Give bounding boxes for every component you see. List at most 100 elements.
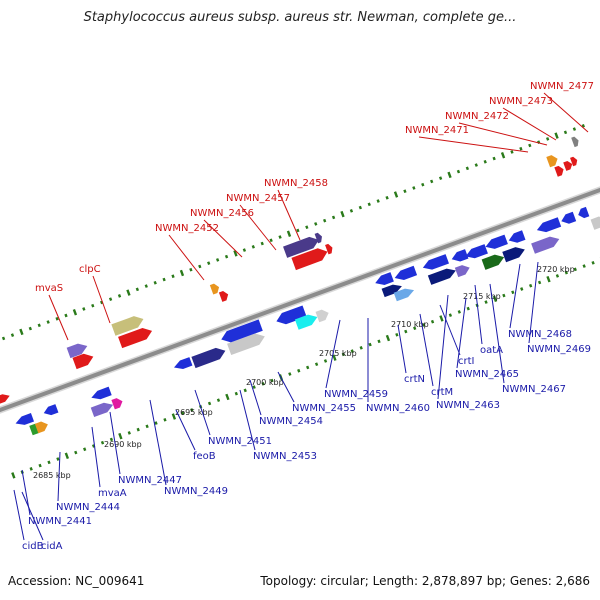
reverse-gene-label[interactable]: NWMN_2459 (324, 389, 388, 400)
reverse-gene-leader-line (91, 426, 101, 488)
tick-label: 2705 kbp (319, 349, 357, 358)
reverse-gene-leader-line (397, 324, 407, 374)
forward-gene-arrow (218, 290, 229, 302)
forward-guide-dot (554, 132, 559, 139)
forward-gene-leader-line (418, 136, 529, 153)
reverse-gene-leader-line (325, 319, 341, 389)
reverse-gene-label[interactable]: NWMN_2441 (28, 516, 92, 527)
forward-gene-label[interactable]: NWMN_2471 (405, 125, 469, 136)
forward-gene-label[interactable]: mvaS (35, 283, 63, 294)
forward-gene-label[interactable]: NWMN_2473 (489, 96, 553, 107)
reverse-gene-arrow (394, 265, 418, 280)
forward-guide-dot (393, 191, 399, 198)
reverse-gene-label[interactable]: feoB (193, 451, 216, 462)
forward-guide-dot (305, 225, 309, 230)
reverse-gene-label[interactable]: cidB (22, 541, 44, 552)
reverse-guide-dot (502, 293, 506, 298)
forward-guide-dot (331, 215, 336, 220)
forward-gene-label[interactable]: clpC (79, 264, 101, 275)
reverse-gene-label[interactable]: NWMN_2455 (292, 403, 356, 414)
reverse-guide-dot (127, 431, 131, 435)
reverse-gene-leader-line (13, 489, 25, 541)
tick-label: 2685 kbp (33, 471, 71, 480)
reverse-gene-leader-line (194, 389, 211, 436)
forward-guide-dot (314, 222, 318, 226)
forward-guide-dot (19, 328, 24, 336)
forward-guide-dot (358, 205, 362, 210)
tick-label: 2715 kbp (463, 292, 501, 301)
reverse-gene-label[interactable]: NWMN_2453 (253, 451, 317, 462)
forward-gene-arrow (283, 236, 319, 258)
reverse-guide-dot (297, 368, 301, 373)
forward-gene-label[interactable]: NWMN_2456 (190, 208, 254, 219)
forward-guide-dot (438, 176, 443, 180)
forward-gene-arrow (90, 402, 114, 418)
forward-guide-dot (385, 195, 389, 200)
reverse-gene-arrow (561, 211, 577, 224)
reverse-gene-label[interactable]: NWMN_2465 (455, 369, 519, 380)
forward-guide-dot (207, 261, 211, 265)
reverse-gene-arrow (174, 357, 193, 369)
forward-gene-leader-line (277, 189, 301, 241)
reverse-guide-dot (64, 452, 70, 460)
reverse-gene-label[interactable]: NWMN_2463 (436, 400, 500, 411)
reverse-gene-label[interactable]: cidA (41, 541, 63, 552)
reverse-gene-label[interactable]: NWMN_2469 (527, 344, 591, 355)
forward-guide-dot (233, 250, 238, 257)
forward-gene-label[interactable]: NWMN_2458 (264, 178, 328, 189)
forward-gene-arrow (209, 283, 220, 295)
reverse-gene-leader-line (21, 491, 44, 541)
forward-gene-arrow (554, 165, 564, 177)
forward-gene-arrow (571, 136, 579, 148)
reverse-guide-dot (413, 326, 417, 331)
forward-guide-dot (224, 254, 229, 259)
reverse-guide-dot (359, 346, 363, 350)
reverse-gene-leader-line (277, 371, 295, 403)
reverse-gene-label[interactable]: NWMN_2454 (259, 416, 323, 427)
forward-guide-dot (242, 248, 247, 252)
forward-gene-label[interactable]: NWMN_2477 (530, 81, 594, 92)
forward-gene-arrow (227, 333, 265, 356)
forward-guide-dot (483, 159, 487, 164)
reverse-gene-label[interactable]: NWMN_2447 (118, 475, 182, 486)
backbone-line (0, 187, 600, 413)
reverse-gene-label[interactable]: NWMN_2449 (164, 486, 228, 497)
reverse-guide-dot (511, 290, 515, 295)
reverse-guide-dot (457, 310, 461, 314)
reverse-gene-label[interactable]: NWMN_2444 (56, 502, 120, 513)
reverse-guide-dot (118, 432, 123, 440)
forward-gene-label[interactable]: NWMN_2452 (155, 223, 219, 234)
forward-gene-arrow (454, 265, 470, 278)
reverse-guide-dot (252, 385, 256, 389)
reverse-gene-leader-line (239, 389, 256, 451)
tick-label: 2690 kbp (104, 440, 142, 449)
forward-gene-label[interactable]: NWMN_2472 (445, 111, 509, 122)
forward-gene-label[interactable]: NWMN_2457 (226, 193, 290, 204)
forward-guide-dot (510, 150, 514, 154)
forward-gene-arrow (570, 156, 578, 167)
reverse-gene-label[interactable]: NWMN_2467 (502, 384, 566, 395)
reverse-gene-label[interactable]: mvaA (98, 488, 127, 499)
reverse-gene-label[interactable]: NWMN_2451 (208, 436, 272, 447)
reverse-gene-label[interactable]: NWMN_2460 (366, 403, 430, 414)
reverse-gene-label[interactable]: crtI (458, 356, 474, 367)
reverse-gene-label[interactable]: crtN (404, 374, 425, 385)
reverse-guide-dot (573, 267, 577, 272)
reverse-gene-label[interactable]: oatA (480, 345, 503, 356)
forward-gene-leader-line (203, 219, 243, 258)
forward-guide-dot (456, 169, 461, 174)
reverse-gene-leader-line (109, 411, 121, 475)
forward-gene-arrow (393, 288, 415, 302)
reverse-guide-dot (216, 398, 221, 403)
forward-guide-dot (64, 313, 68, 318)
forward-gene-arrow (111, 316, 144, 336)
reverse-gene-label[interactable]: crtM (431, 387, 453, 398)
forward-guide-dot (519, 146, 523, 151)
reverse-gene-arrow (276, 305, 307, 325)
reverse-guide-dot (421, 323, 426, 327)
reverse-gene-label[interactable]: NWMN_2468 (508, 329, 572, 340)
reverse-guide-dot (154, 421, 158, 425)
forward-gene-arrow (325, 243, 333, 255)
forward-guide-dot (528, 143, 532, 148)
reverse-gene-leader-line (57, 451, 61, 502)
